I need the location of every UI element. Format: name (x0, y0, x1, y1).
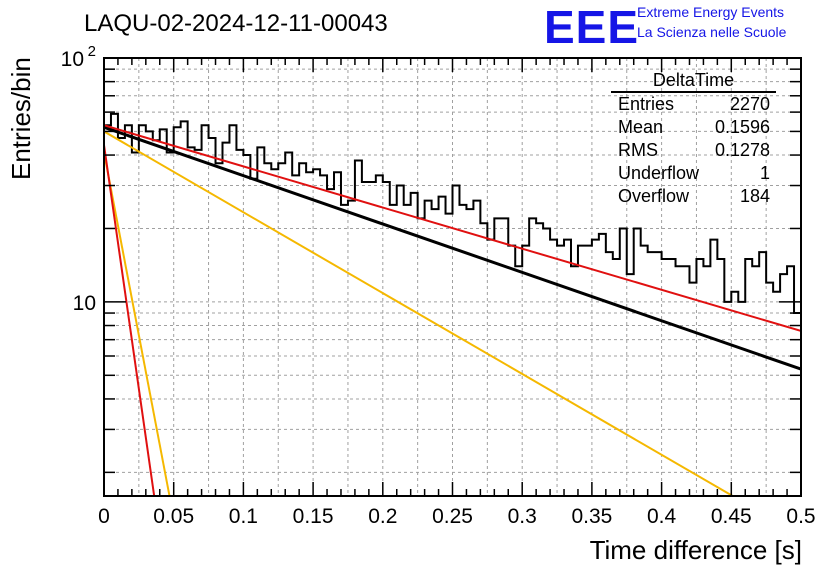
x-axis-label: Time difference [s] (589, 535, 802, 565)
stats-value: 1 (759, 163, 770, 183)
fit-line-3 (104, 130, 734, 496)
y-tick-label: 10 (73, 292, 96, 315)
fit-line-1 (104, 125, 801, 371)
x-tick-label: 0.1 (229, 505, 258, 528)
stats-value: 0.1596 (714, 117, 770, 137)
stats-row-rms: RMS 0.1278 (611, 139, 776, 162)
fit-line-4 (104, 152, 171, 496)
y-axis-label: Entries/bin (6, 57, 36, 180)
stats-row-underflow: Underflow 1 (611, 162, 776, 185)
stats-label: RMS (618, 140, 658, 160)
x-tick-label: 0.45 (711, 505, 752, 528)
x-tick-label: 0.2 (368, 505, 397, 528)
stats-label: Overflow (618, 186, 690, 206)
stats-row-mean: Mean 0.1596 (611, 116, 776, 139)
logo-subtitle-line2: La Scienza nelle Scuole (637, 24, 787, 40)
chart-title: LAQU-02-2024-12-11-00043 (84, 10, 388, 37)
stats-row-entries: Entries 2270 (611, 93, 776, 116)
stats-label: Mean (618, 117, 664, 137)
stats-value: 0.1278 (714, 140, 770, 160)
x-tick-label: 0.05 (153, 505, 194, 528)
fit-line-5 (104, 144, 156, 496)
stats-value: 184 (739, 186, 770, 206)
histogram-steps (104, 112, 801, 315)
x-tick-label: 0.4 (647, 505, 677, 528)
x-tick-label: 0.25 (432, 505, 473, 528)
stats-title: DeltaTime (611, 70, 776, 93)
y-tick-exponent: 2 (88, 43, 96, 60)
logo-subtitle-line1: Extreme Energy Events (637, 4, 785, 20)
x-tick-label: 0 (98, 505, 110, 528)
stats-label: Underflow (618, 163, 700, 183)
stats-box: DeltaTime Entries 2270 Mean 0.1596 RMS 0… (611, 70, 776, 208)
x-tick-label: 0.35 (571, 505, 612, 528)
stats-value: 2270 (729, 94, 770, 114)
x-tick-label: 0.5 (786, 505, 815, 528)
stats-row-overflow: Overflow 184 (611, 185, 776, 208)
eee-logo: EEE (544, 1, 640, 53)
x-tick-label: 0.3 (508, 505, 537, 528)
x-tick-label: 0.15 (293, 505, 334, 528)
fit-line-2 (104, 124, 801, 332)
stats-label: Entries (618, 94, 675, 114)
y-tick-label: 10 (61, 48, 84, 71)
